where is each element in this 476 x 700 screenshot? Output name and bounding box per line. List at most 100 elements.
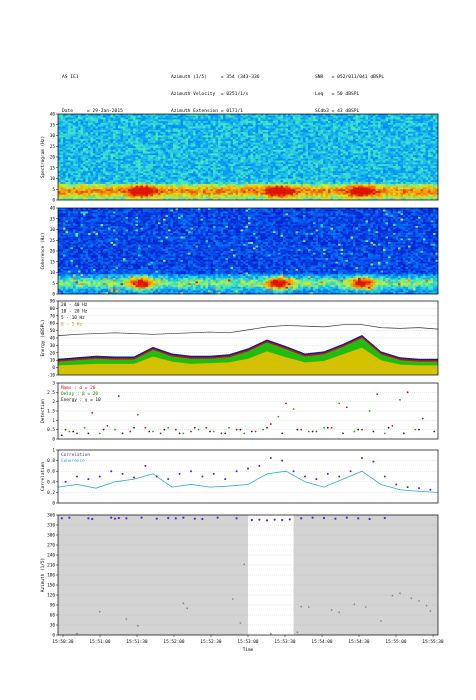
heat-cell [313,122,316,125]
heat-cell [348,126,351,129]
heat-cell [353,137,356,140]
heat-cell [175,148,179,151]
heat-cell [295,135,299,138]
heat-cell [435,115,439,118]
heat-cell [153,130,156,133]
heat-cell [275,146,279,149]
heat-cell [408,140,411,143]
heat-cell [158,149,161,152]
heat-cell [345,162,349,165]
heat-cell [315,114,319,116]
heat-cell [248,119,251,122]
heat-cell [98,119,101,122]
heat-cell [273,130,276,133]
heat-cell [178,157,181,159]
heat-cell [330,165,334,168]
heat-cell [88,167,91,170]
heat-cell [220,114,224,116]
heat-cell [218,126,221,129]
heat-cell [98,135,101,138]
heat-cell [125,171,129,174]
heat-cell [90,169,94,172]
heat-cell [108,133,111,136]
heat-cell [115,114,119,116]
heat-cell [253,165,256,168]
heat-cell [173,157,176,159]
heat-cell [408,157,411,159]
heat-cell [245,165,249,168]
heat-cell [280,148,284,151]
heat-cell [235,169,239,172]
heat-cell [408,148,411,151]
heat-cell [248,133,251,136]
heat-cell [138,148,141,151]
heat-cell [225,133,229,136]
heat-cell [393,160,396,163]
heat-cell [140,119,144,122]
heat-cell [220,135,224,138]
heat-cell [228,131,231,134]
heat-cell [380,117,384,120]
heat-cell [350,149,354,152]
heat-cell [280,131,284,134]
heat-cell [60,121,64,124]
heat-cell [418,144,421,147]
heat-cell [175,142,179,145]
heat-cell [313,149,316,152]
heat-cell [203,158,206,161]
heat-cell [123,131,126,134]
heat-cell [73,115,76,118]
heat-cell [213,165,216,168]
heat-cell [123,130,126,133]
heat-cell [380,157,384,159]
heat-cell [333,157,336,159]
heat-cell [120,169,124,172]
heat-cell [275,114,279,116]
heat-cell [350,135,354,138]
heat-cell [123,149,126,152]
heat-cell [58,164,61,167]
heat-cell [328,128,331,131]
heat-cell [80,124,84,127]
heat-cell [63,155,66,158]
heat-cell [95,131,99,134]
heat-cell [218,165,221,168]
heat-cell [173,149,176,152]
heat-cell [328,133,331,136]
heat-cell [255,164,259,167]
heat-cell [175,126,179,129]
heat-cell [285,171,289,174]
heat-cell [320,119,324,122]
heat-cell [343,148,346,151]
heat-cell [338,146,341,149]
heat-cell [435,167,439,170]
heat-cell [188,153,191,156]
heat-cell [70,142,74,145]
heat-cell [218,146,221,149]
heat-cell [378,146,381,149]
heat-cell [163,171,166,174]
heat-cell [193,115,196,118]
heat-cell [220,144,224,147]
heat-cell [390,131,394,134]
heat-cell [378,124,381,127]
heat-cell [365,119,369,122]
heat-cell [318,149,321,152]
heat-cell [105,122,109,125]
heat-cell [88,144,91,147]
heat-cell [213,153,216,156]
heat-cell [380,130,384,133]
heat-cell [338,114,341,116]
heat-cell [360,167,364,170]
heat-cell [123,158,126,161]
heat-cell [393,122,396,125]
heat-cell [408,126,411,129]
heat-cell [405,130,409,133]
heat-cell [103,151,106,154]
heat-cell [190,122,194,125]
heat-cell [195,142,199,145]
heat-cell [108,153,111,156]
heat-cell [313,169,316,172]
heat-cell [370,139,374,142]
heat-cell [243,117,246,120]
